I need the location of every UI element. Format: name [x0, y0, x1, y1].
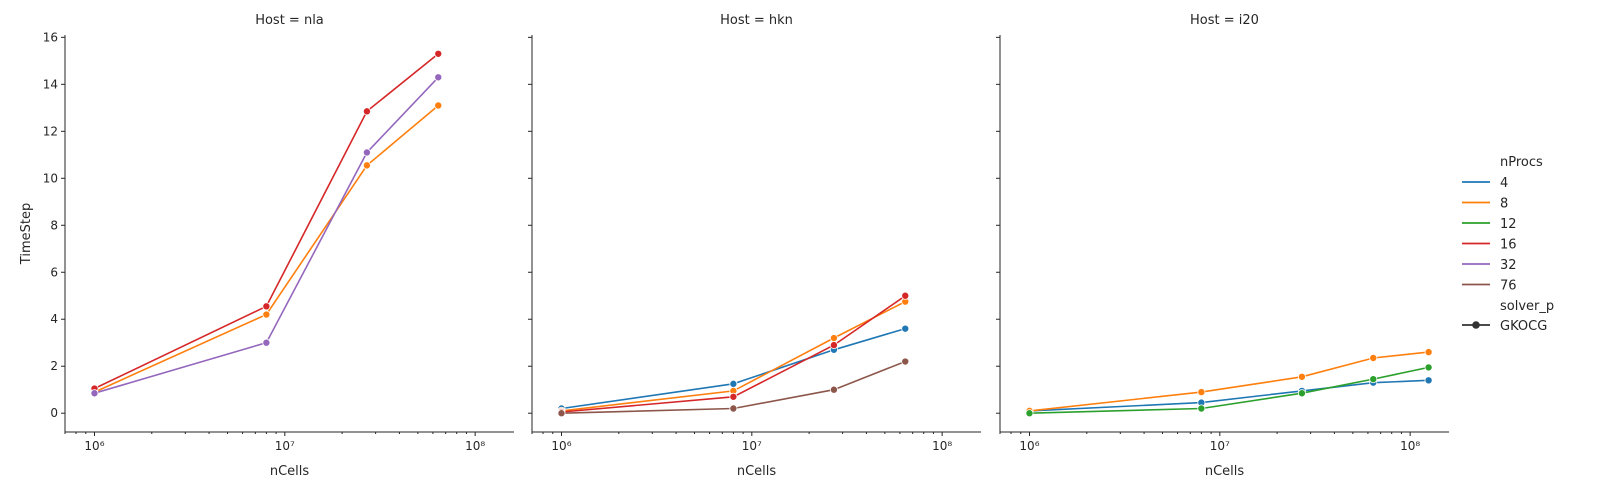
x-tick-label: 10⁷ — [275, 439, 295, 453]
series-line — [94, 104, 439, 393]
panel-title: Host = hkn — [720, 13, 793, 28]
x-axis-label: nCells — [1205, 464, 1245, 479]
data-point — [90, 389, 99, 398]
x-tick-label: 10⁶ — [551, 439, 571, 453]
legend-style-entry: GKOCG — [1500, 319, 1547, 334]
series-8 — [90, 101, 443, 397]
panel-title: Host = nla — [255, 13, 324, 28]
x-tick-label: 10⁸ — [1400, 439, 1420, 453]
legend-entry: 8 — [1500, 197, 1508, 212]
data-point — [557, 409, 566, 418]
series-line — [94, 53, 439, 390]
series-line — [561, 360, 906, 414]
data-point — [1369, 375, 1378, 384]
y-tick-label: 14 — [43, 77, 58, 91]
data-point — [829, 334, 838, 343]
series-line — [1029, 379, 1429, 412]
y-tick-label: 0 — [50, 406, 58, 420]
data-point — [1424, 363, 1433, 372]
data-point — [434, 73, 443, 82]
legend-entry: 16 — [1500, 238, 1517, 253]
data-point — [1025, 409, 1034, 418]
panel-3: Host = i20 10⁶ 10⁷ 10⁸ nCells — [996, 13, 1449, 479]
x-tick-label: 10⁶ — [1019, 439, 1039, 453]
data-point — [729, 404, 738, 413]
x-tick-label: 10⁷ — [742, 439, 762, 453]
legend: nProcs 4 8 12 16 32 76 solver_p GKOCG — [1462, 155, 1554, 334]
y-tick-label: 8 — [50, 218, 58, 232]
y-tick-label: 6 — [50, 265, 58, 279]
panel-title: Host = i20 — [1190, 13, 1259, 28]
data-point — [901, 324, 910, 333]
x-axis-label: nCells — [270, 464, 310, 479]
series-32 — [90, 73, 443, 398]
series-line — [561, 295, 906, 413]
data-point — [362, 107, 371, 116]
data-point — [262, 302, 271, 311]
y-tick-label: 16 — [43, 30, 58, 44]
data-point — [1424, 376, 1433, 385]
data-point — [434, 49, 443, 58]
series-line — [561, 327, 906, 410]
data-point — [729, 392, 738, 401]
data-point — [1197, 404, 1206, 413]
panel-2: Host = hkn 10⁶ 10⁷ 10⁸ nCells — [528, 13, 981, 479]
series-line — [94, 76, 439, 394]
series-16 — [557, 291, 910, 417]
panel-1: Host = nla 0 2 4 6 8 10 12 14 16 10⁶ 10⁷ 10⁸ nCells Ti… — [19, 13, 514, 479]
data-point — [901, 357, 910, 366]
x-axis-label: nCells — [737, 464, 777, 479]
data-point — [362, 161, 371, 170]
y-axis-label: TimeStep — [19, 203, 34, 265]
y-tick-label: 2 — [50, 359, 58, 373]
data-point — [901, 291, 910, 300]
data-point — [829, 341, 838, 350]
y-tick-label: 12 — [43, 124, 58, 138]
legend-entry: 76 — [1500, 279, 1517, 294]
x-tick-label: 10⁸ — [465, 439, 485, 453]
data-point — [1369, 354, 1378, 363]
legend-style-title: solver_p — [1500, 299, 1554, 314]
series-76 — [557, 357, 910, 418]
data-point — [1297, 372, 1306, 381]
x-tick-label: 10⁸ — [932, 439, 952, 453]
y-tick-label: 4 — [50, 312, 58, 326]
x-tick-label: 10⁷ — [1210, 439, 1230, 453]
series-12 — [1025, 363, 1433, 418]
data-point — [1424, 348, 1433, 357]
data-point — [829, 385, 838, 394]
series-16 — [90, 49, 443, 393]
data-point — [729, 379, 738, 388]
legend-title: nProcs — [1500, 155, 1543, 170]
legend-entry: 4 — [1500, 176, 1508, 191]
legend-entry: 32 — [1500, 258, 1517, 273]
data-point — [262, 310, 271, 319]
data-point — [434, 101, 443, 110]
legend-entry: 12 — [1500, 217, 1517, 232]
data-point — [1197, 388, 1206, 397]
data-point — [262, 338, 271, 347]
series-line — [1029, 366, 1429, 414]
data-point — [362, 148, 371, 157]
series-line — [1029, 351, 1429, 412]
data-point — [1297, 389, 1306, 398]
y-tick-label: 10 — [43, 171, 58, 185]
x-tick-label: 10⁶ — [84, 439, 104, 453]
legend-style-marker — [1472, 321, 1480, 329]
